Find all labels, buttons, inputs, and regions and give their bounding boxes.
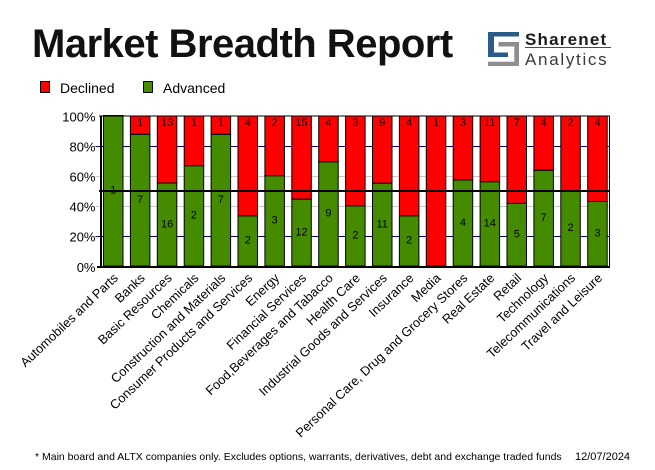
svg-text:40%: 40% [69,200,95,215]
svg-text:5: 5 [514,228,520,240]
svg-text:2: 2 [245,235,251,247]
svg-text:7: 7 [137,194,143,206]
svg-text:11: 11 [376,218,387,230]
svg-text:2: 2 [406,235,412,247]
svg-text:1: 1 [433,117,439,129]
svg-text:4: 4 [325,117,331,129]
svg-text:2: 2 [567,222,573,234]
svg-text:9: 9 [325,208,331,220]
svg-text:80%: 80% [69,139,95,154]
svg-text:1: 1 [137,117,143,129]
svg-text:2: 2 [567,117,573,129]
svg-text:14: 14 [484,218,496,230]
svg-text:11: 11 [484,117,495,129]
svg-text:4: 4 [406,117,412,129]
svg-text:13: 13 [161,117,173,129]
svg-text:3: 3 [352,117,358,129]
svg-text:2: 2 [352,230,358,242]
svg-text:3: 3 [594,228,600,240]
svg-text:100%: 100% [62,109,96,124]
svg-text:7: 7 [541,212,547,224]
svg-text:2: 2 [191,210,197,222]
svg-text:15: 15 [295,117,307,129]
svg-text:0%: 0% [77,260,96,275]
svg-text:4: 4 [594,117,600,129]
svg-text:7: 7 [218,194,224,206]
svg-text:60%: 60% [69,170,95,185]
svg-text:9: 9 [379,117,385,129]
svg-text:16: 16 [161,218,173,230]
svg-text:Automobiles and Parts: Automobiles and Parts [17,270,121,370]
svg-text:1: 1 [218,117,224,129]
svg-text:2: 2 [272,117,278,129]
svg-text:4: 4 [460,217,466,229]
svg-text:12: 12 [295,226,307,238]
svg-text:7: 7 [514,117,520,129]
svg-text:3: 3 [460,117,466,129]
svg-text:20%: 20% [69,230,95,245]
svg-text:1: 1 [110,185,116,197]
svg-text:3: 3 [272,215,278,227]
svg-text:4: 4 [245,117,251,129]
svg-text:1: 1 [191,117,197,129]
svg-text:4: 4 [541,117,547,129]
